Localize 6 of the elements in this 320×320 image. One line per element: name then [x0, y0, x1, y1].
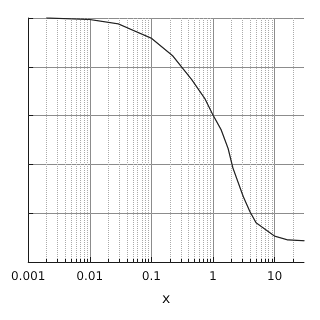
x-tick-label: 1	[209, 269, 217, 283]
x-tick-label: 0.1	[142, 269, 161, 283]
x-tick-label: 10	[266, 269, 282, 283]
x-tick-label: 0.001	[10, 269, 46, 283]
x-tick-label: 0.01	[76, 269, 104, 283]
x-axis-title: x	[162, 291, 170, 307]
